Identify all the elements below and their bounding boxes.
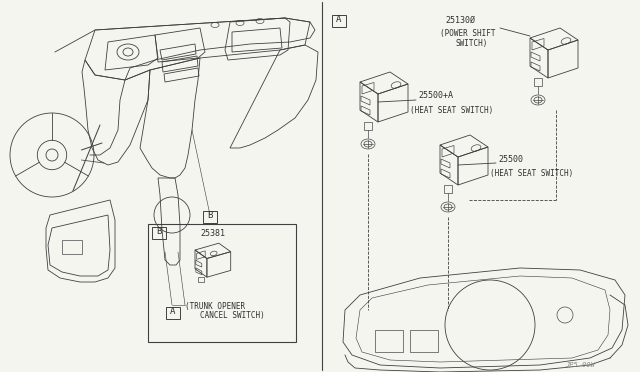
Text: JP5 00W: JP5 00W: [565, 362, 595, 368]
Text: B: B: [156, 227, 162, 235]
Bar: [332, 15, 346, 27]
Text: (POWER SHIFT: (POWER SHIFT: [440, 29, 495, 38]
Text: 25500: 25500: [498, 154, 523, 164]
Text: B: B: [207, 211, 212, 219]
Text: A: A: [170, 307, 176, 315]
Bar: [375, 330, 403, 352]
Text: SWITCH): SWITCH): [455, 39, 488, 48]
Text: 25130Ø: 25130Ø: [445, 16, 475, 25]
Bar: [152, 227, 166, 239]
Text: 25500+A: 25500+A: [418, 92, 453, 100]
Text: CANCEL SWITCH): CANCEL SWITCH): [200, 311, 265, 320]
Bar: [166, 307, 180, 319]
Text: A: A: [336, 15, 342, 23]
Bar: [203, 211, 217, 223]
Text: (TRUNK OPENER: (TRUNK OPENER: [185, 302, 245, 311]
Bar: [410, 330, 438, 352]
Text: 25381: 25381: [200, 229, 225, 238]
Bar: [62, 240, 82, 254]
Text: (HEAT SEAT SWITCH): (HEAT SEAT SWITCH): [410, 106, 493, 115]
Bar: [148, 224, 296, 342]
Text: (HEAT SEAT SWITCH): (HEAT SEAT SWITCH): [490, 169, 573, 178]
